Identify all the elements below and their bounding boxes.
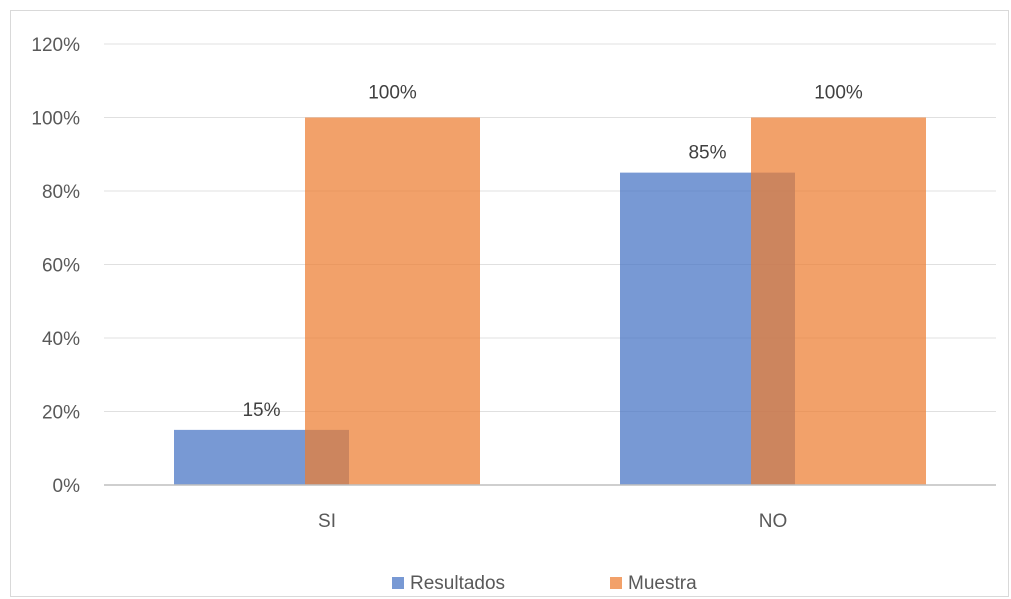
bar-muestra-no bbox=[751, 117, 926, 485]
legend-swatch-resultados bbox=[392, 577, 404, 589]
legend: Resultados Muestra bbox=[392, 573, 697, 594]
x-axis-ticks: SI NO bbox=[318, 511, 787, 532]
data-label: 100% bbox=[368, 83, 417, 104]
legend-label-resultados: Resultados bbox=[410, 573, 505, 594]
y-tick-label: 0% bbox=[53, 476, 81, 497]
y-tick-label: 120% bbox=[31, 35, 80, 56]
data-labels: 15% 100% 85% 100% bbox=[242, 83, 862, 421]
bar-muestra-si bbox=[305, 117, 480, 485]
y-tick-label: 20% bbox=[42, 403, 80, 424]
data-label: 15% bbox=[242, 400, 280, 421]
data-label: 100% bbox=[814, 83, 863, 104]
data-label: 85% bbox=[688, 143, 726, 164]
y-tick-label: 40% bbox=[42, 329, 80, 350]
legend-label-muestra: Muestra bbox=[628, 573, 697, 594]
x-tick-label: SI bbox=[318, 511, 336, 532]
legend-swatch-muestra bbox=[610, 577, 622, 589]
x-tick-label: NO bbox=[759, 511, 788, 532]
y-tick-label: 100% bbox=[31, 109, 80, 130]
y-tick-label: 80% bbox=[42, 182, 80, 203]
y-tick-label: 60% bbox=[42, 256, 80, 277]
y-axis-ticks: 0% 20% 40% 60% 80% 100% 120% bbox=[31, 35, 80, 497]
bars bbox=[174, 117, 926, 485]
